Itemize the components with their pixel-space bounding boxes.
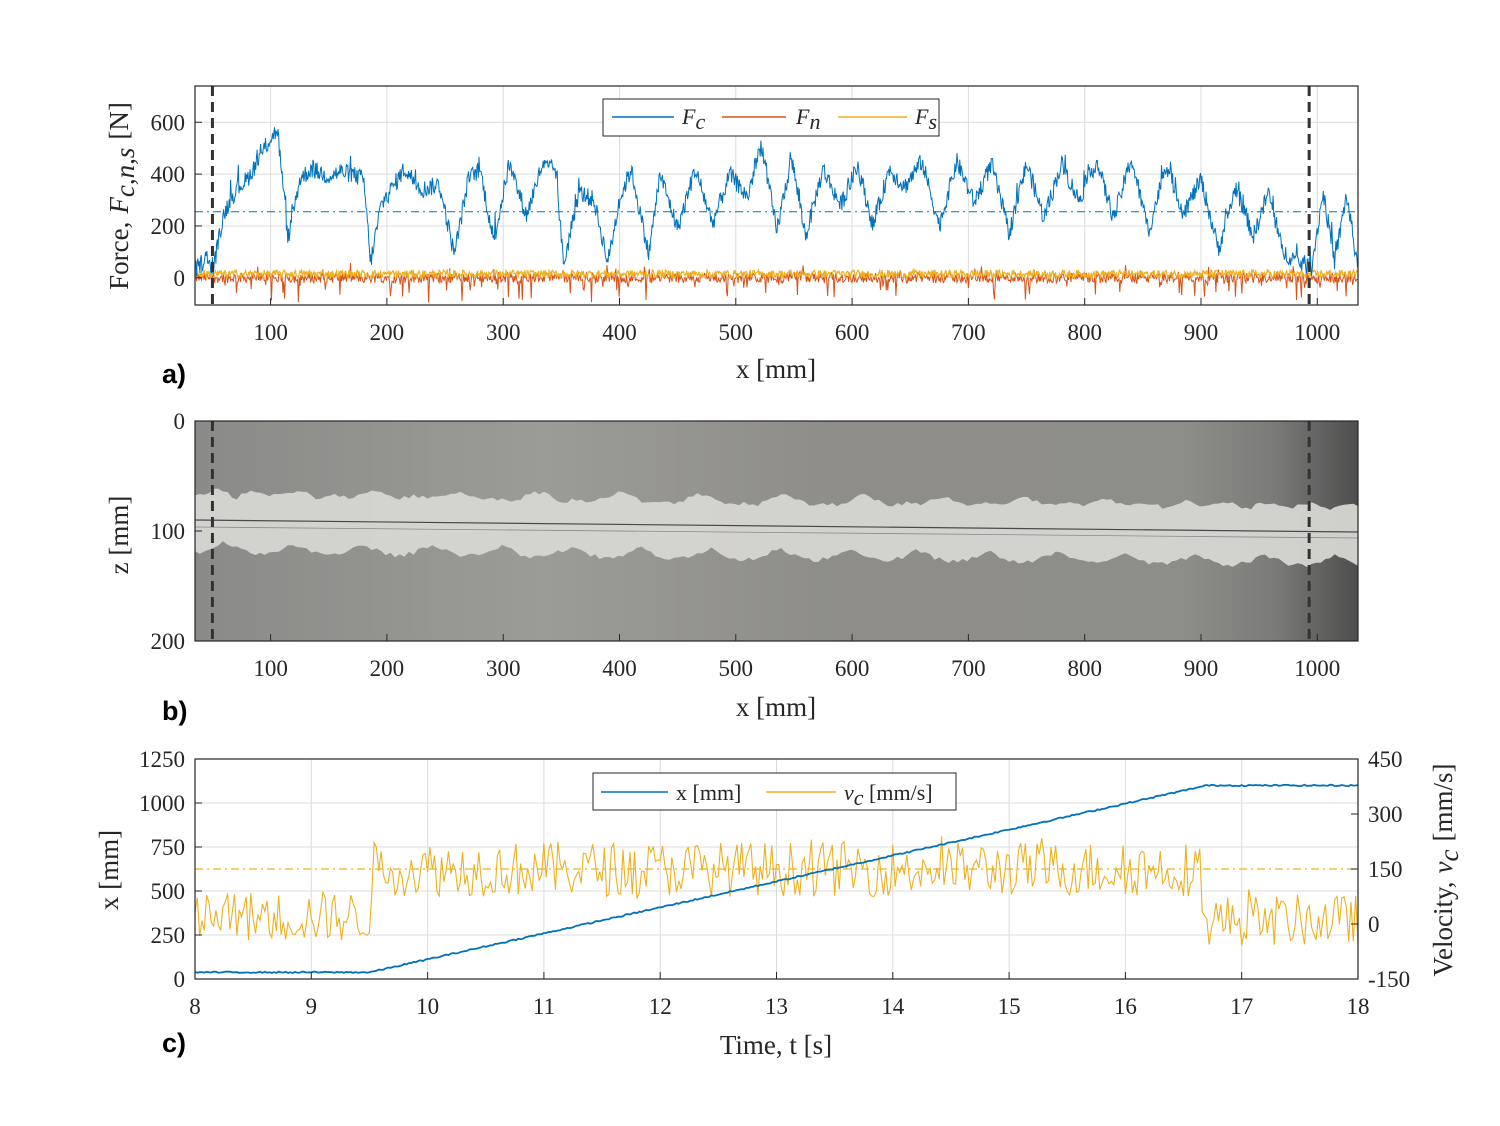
tick-label-y: 600: [151, 110, 186, 135]
chart-a: 100 200 300 400 500 600 700 800 900 1000 0 200 400 60…: [104, 85, 1359, 389]
tick-label-x: 14: [881, 994, 905, 1019]
tick-label-x: 17: [1230, 994, 1253, 1019]
panel-label-b: b): [162, 696, 187, 726]
chart-a-markers: [210, 86, 1311, 305]
tick-label-y-right: 300: [1368, 802, 1403, 827]
tick-label-x: 800: [1067, 656, 1102, 681]
chart-c: 8 9 10 11 12 13 14 15 16 17 18 0 250 500 750 1000 1250 -1…: [94, 747, 1464, 1060]
chart-c-ylabel-right: Velocity,vc[mm/s]: [1428, 764, 1464, 977]
tick-label-y-left: 750: [151, 835, 186, 860]
tick-label-y-right: 450: [1368, 747, 1403, 772]
tick-label-x: 800: [1067, 320, 1102, 345]
chart-a-series: [195, 127, 1358, 303]
tick-label-y-right: 0: [1368, 912, 1380, 937]
tick-label-y-left: 250: [151, 923, 186, 948]
chart-c-ticks: 8 9 10 11 12 13 14 15 16 17 18 0 250 500 750 1000 1250 -1…: [139, 747, 1410, 1019]
legend-label-fc: Fc: [681, 104, 705, 134]
tick-label-x: 200: [370, 656, 405, 681]
tick-label-x: 9: [306, 994, 318, 1019]
chart-b-cut-band: [195, 488, 1358, 568]
chart-c-ylabel-left: x [mm]: [94, 830, 124, 910]
chart-b-cut-line-2: [195, 526, 1358, 539]
series-position-x: [195, 783, 1358, 974]
chart-a-ticks: 100 200 300 400 500 600 700 800 900 1000 0 200 400 60…: [151, 110, 1341, 345]
chart-c-series: [195, 783, 1358, 974]
tick-label-x: 600: [835, 320, 870, 345]
tick-label-x: 8: [189, 994, 201, 1019]
tick-label-x: 900: [1184, 320, 1219, 345]
tick-label-y-right: -150: [1368, 967, 1410, 992]
legend-label-x: x [mm]: [676, 780, 741, 805]
tick-label-x: 700: [951, 656, 986, 681]
tick-label-x: 16: [1114, 994, 1137, 1019]
tick-label-y-left: 1000: [139, 791, 185, 816]
tick-label-x: 400: [602, 320, 637, 345]
tick-label-x: 600: [835, 656, 870, 681]
chart-a-ylabel: Force,Fc,n,s[N]: [104, 102, 140, 290]
tick-label-y-left: 1250: [139, 747, 185, 772]
series-velocity: [195, 836, 1358, 946]
chart-a-legend: Fc Fn Fs: [602, 98, 940, 137]
tick-label-x: 100: [253, 320, 288, 345]
tick-label-x: 400: [602, 656, 637, 681]
tick-label-x: 200: [370, 320, 405, 345]
series-fc: [195, 127, 1358, 277]
tick-label-x: 700: [951, 320, 986, 345]
series-fn: [195, 262, 1358, 303]
tick-label-x: 100: [253, 656, 288, 681]
chart-b-markers: [210, 421, 1311, 641]
chart-b-ticks: 100 200 300 400 500 600 700 800 900 1000 0 100 200: [151, 409, 1341, 681]
tick-label-x: 300: [486, 656, 521, 681]
panel-label-c: c): [162, 1028, 186, 1058]
chart-b: 100 200 300 400 500 600 700 800 900 1000 0 100 200 x…: [104, 409, 1359, 726]
chart-c-legend: x [mm] vc [mm/s]: [592, 772, 957, 811]
tick-label-x: 1000: [1294, 656, 1340, 681]
tick-label-x: 12: [649, 994, 672, 1019]
tick-label-x: 10: [416, 994, 439, 1019]
chart-a-frame: [194, 85, 1359, 306]
tick-label-x: 11: [533, 994, 555, 1019]
tick-label-y: 400: [151, 162, 186, 187]
panel-label-a: a): [162, 359, 186, 389]
legend-label-fs: Fs: [914, 104, 937, 134]
tick-label-x: 500: [719, 656, 754, 681]
chart-a-xlabel: x [mm]: [736, 354, 816, 384]
tick-label-x: 18: [1347, 994, 1370, 1019]
tick-label-x: 13: [765, 994, 788, 1019]
tick-label-x: 900: [1184, 656, 1219, 681]
tick-label-x: 300: [486, 320, 521, 345]
tick-label-y: 200: [151, 629, 186, 654]
tick-label-y-right: 150: [1368, 857, 1403, 882]
tick-label-x: 15: [998, 994, 1021, 1019]
chart-b-ylabel: z [mm]: [104, 496, 134, 575]
tick-label-y: 0: [174, 409, 186, 434]
series-fs: [195, 267, 1358, 281]
chart-c-xlabel: Time, t [s]: [720, 1030, 832, 1060]
chart-b-cut-line: [195, 519, 1358, 533]
tick-label-x: 1000: [1294, 320, 1340, 345]
legend-label-vc: vc [mm/s]: [844, 780, 933, 810]
tick-label-y-left: 500: [151, 879, 186, 904]
tick-label-y: 0: [174, 266, 186, 291]
tick-label-y: 200: [151, 214, 186, 239]
tick-label-y-left: 0: [174, 967, 186, 992]
legend-label-fn: Fn: [795, 104, 820, 134]
tick-label-y: 100: [151, 519, 186, 544]
chart-b-xlabel: x [mm]: [736, 692, 816, 722]
tick-label-x: 500: [719, 320, 754, 345]
